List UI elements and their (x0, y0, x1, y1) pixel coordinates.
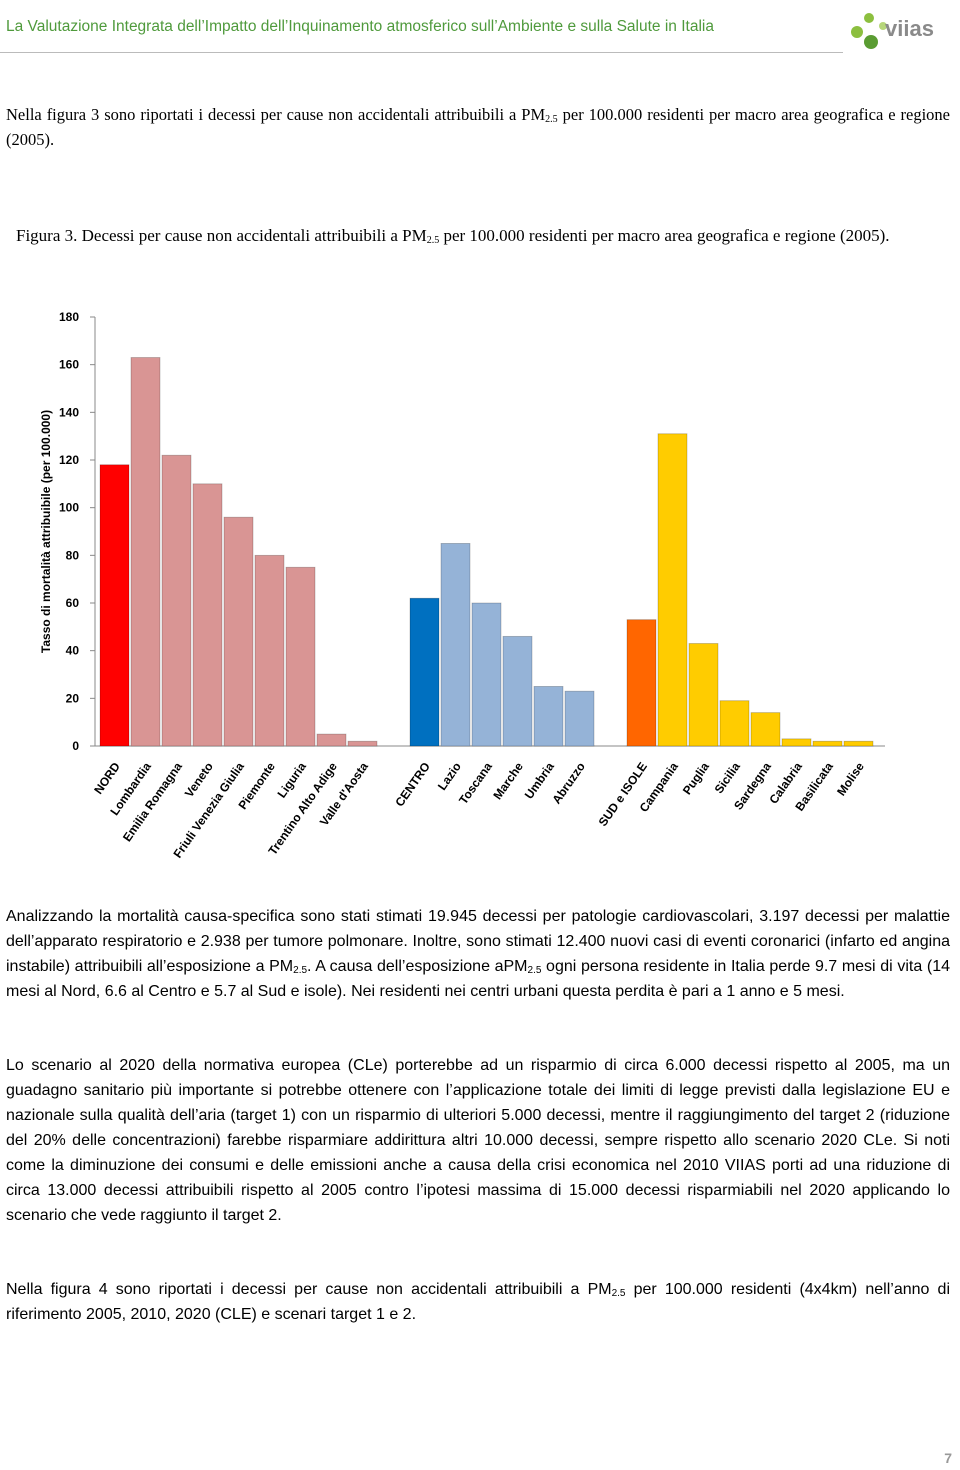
bar (99, 464, 130, 747)
y-tick-label: 160 (59, 358, 79, 372)
text: per 100.000 residenti per macro area geo… (6, 105, 950, 149)
text: Figura 3. Decessi per cause non accident… (16, 226, 427, 245)
logo: viias (851, 13, 934, 49)
bar (688, 643, 719, 747)
text: Nella figura 4 sono riportati i decessi … (6, 1281, 612, 1298)
paragraph: Analizzando la mortalità causa-specifica… (6, 904, 950, 1004)
x-tick-label: Sicilia (712, 759, 744, 796)
y-tick-label: 60 (66, 596, 80, 610)
y-tick-label: 40 (66, 644, 80, 658)
logo-dot (879, 22, 887, 30)
x-tick-label: Marche (490, 759, 526, 802)
bar (564, 690, 595, 747)
bar (440, 543, 471, 747)
bar (161, 454, 192, 747)
intro: Nella figura 3 sono riportati i decessi … (6, 102, 950, 152)
y-tick-label: 20 (66, 691, 80, 705)
y-tick-label: 0 (72, 739, 79, 753)
bar (750, 712, 781, 747)
figure-caption: Figura 3. Decessi per cause non accident… (16, 223, 950, 248)
bar (347, 740, 378, 747)
paragraph: Nella figura 4 sono riportati i decessi … (6, 1277, 950, 1327)
bar (812, 740, 843, 747)
header-rule (0, 52, 843, 53)
page-number: 7 (944, 1450, 952, 1466)
text: per 100.000 residenti per macro area geo… (439, 226, 890, 245)
subscript: 2.5 (426, 235, 440, 246)
x-tick-label: Puglia (680, 759, 712, 797)
logo-dot (851, 26, 863, 38)
logo-text: viias (885, 16, 934, 41)
bar (285, 566, 316, 747)
bar (192, 483, 223, 747)
text: per 100.000 residenti (4x4km) nell’anno … (6, 1281, 950, 1323)
y-tick-label: 120 (59, 453, 79, 467)
y-tick-label: 100 (59, 501, 79, 515)
subscript: 2.5 (527, 965, 542, 976)
bar (781, 738, 812, 747)
subscript: 2.5 (293, 965, 308, 976)
bar (130, 357, 161, 747)
bar (223, 516, 254, 747)
bar (409, 597, 440, 747)
header-title: La Valutazione Integrata dell’Impatto de… (6, 18, 714, 35)
subscript: 2.5 (545, 114, 558, 125)
x-tick-label: SUD e ISOLE (596, 760, 650, 829)
text: Nella figura 3 sono riportati i decessi … (6, 105, 546, 124)
bar (254, 554, 285, 747)
text: Lo scenario al 2020 della normativa euro… (6, 1057, 950, 1224)
paragraph: Lo scenario al 2020 della normativa euro… (6, 1053, 950, 1228)
bar (719, 700, 750, 747)
y-tick-label: 140 (59, 405, 79, 419)
text: ogni persona residente in Italia perde 9… (6, 958, 951, 1000)
text: . A causa dell’esposizione aPM (307, 958, 528, 975)
y-tick-label: 180 (59, 310, 79, 324)
y-axis-label: Tasso di mortalità attribuibile (per 100… (39, 410, 53, 653)
x-tick-label: Molise (834, 759, 867, 798)
bar (316, 733, 347, 747)
y-tick-label: 80 (66, 548, 80, 562)
chart: 0 20 40 60 80 100 120 140 160 180 Tasso di mortali… (39, 310, 885, 861)
bar (626, 619, 657, 747)
bar (657, 433, 688, 747)
x-tick-label: CENTRO (392, 760, 433, 810)
bar (533, 686, 564, 747)
bar (843, 740, 874, 747)
bar (502, 635, 533, 747)
x-tick-label: NORD (91, 759, 123, 796)
subscript: 2.5 (611, 1288, 626, 1299)
logo-dot (864, 35, 878, 49)
x-tick-label: Lazio (435, 760, 464, 793)
logo-dot (864, 13, 874, 23)
bar (471, 602, 502, 747)
text: Analizzando la mortalità causa-specifica… (6, 908, 950, 975)
